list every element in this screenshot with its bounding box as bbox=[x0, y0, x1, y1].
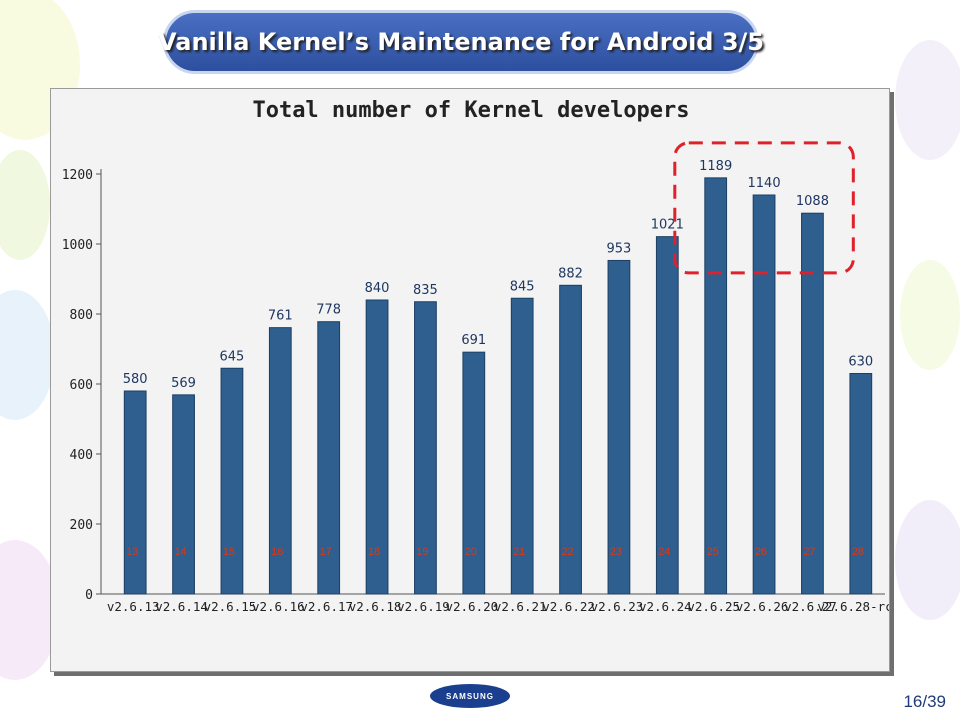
bar-value-label: 580 bbox=[123, 372, 148, 387]
version-number-label: 17 bbox=[320, 546, 332, 558]
slide-title: Vanilla Kernel’s Maintenance for Android… bbox=[158, 28, 764, 56]
version-number-label: 22 bbox=[561, 546, 573, 558]
x-tick-label: v2.6.27 bbox=[784, 599, 837, 614]
highlight-box bbox=[673, 141, 855, 275]
bar-value-label: 569 bbox=[171, 376, 196, 391]
bar-v2.6.28-rc2 bbox=[849, 373, 873, 595]
bar-v2.6.21 bbox=[510, 297, 534, 595]
y-tick-label: 0 bbox=[85, 588, 93, 603]
bar-v2.6.22 bbox=[559, 284, 582, 595]
slide-title-banner: Vanilla Kernel’s Maintenance for Android… bbox=[158, 10, 764, 74]
x-tick-label: v2.6.26 bbox=[736, 599, 789, 614]
y-tick-label: 1000 bbox=[62, 238, 93, 253]
y-tick-label: 1200 bbox=[62, 168, 93, 183]
x-tick-label: v2.6.25 bbox=[687, 599, 740, 614]
bar-value-label: 840 bbox=[365, 281, 390, 296]
bar-value-label: 1088 bbox=[796, 194, 829, 209]
bar-v2.6.13 bbox=[123, 390, 147, 595]
x-tick-label: v2.6.22 bbox=[542, 599, 595, 614]
logo-text: SAMSUNG bbox=[446, 691, 494, 701]
bar-value-label: 1140 bbox=[748, 176, 781, 191]
version-number-label: 18 bbox=[368, 546, 380, 558]
page-number: 16/39 bbox=[903, 692, 946, 711]
bar-value-label: 761 bbox=[268, 309, 293, 324]
bar-chart: Total number of Kernel developers 0 200 40… bbox=[62, 98, 889, 614]
y-tick-label: 800 bbox=[70, 308, 93, 323]
bar-value-label: 645 bbox=[220, 349, 245, 364]
version-number-label: 20 bbox=[465, 546, 477, 558]
decorative-balloon bbox=[895, 40, 960, 160]
version-number-label: 28 bbox=[852, 546, 864, 558]
bar-value-label: 953 bbox=[607, 241, 632, 256]
bar-v2.6.26 bbox=[752, 194, 776, 595]
bar-value-label: 1189 bbox=[699, 159, 732, 174]
bar-value-label: 778 bbox=[316, 303, 341, 318]
x-tick-label: v2.6.14 bbox=[155, 599, 208, 614]
bar-value-label: 691 bbox=[461, 333, 486, 348]
version-number-label: 25 bbox=[707, 546, 719, 558]
decorative-balloon bbox=[895, 500, 960, 620]
bar-value-label: 835 bbox=[413, 283, 438, 298]
version-number-label: 23 bbox=[610, 546, 622, 558]
chart-panel: Total number of Kernel developers 0 200 40… bbox=[50, 88, 890, 672]
bar-v2.6.27 bbox=[801, 212, 824, 595]
samsung-logo: SAMSUNG bbox=[430, 684, 510, 708]
chart-title: Total number of Kernel developers bbox=[252, 98, 689, 123]
decorative-balloon bbox=[900, 260, 960, 370]
version-number-label: 24 bbox=[658, 546, 670, 558]
bar-value-label: 882 bbox=[558, 266, 583, 281]
version-number-label: 19 bbox=[416, 546, 428, 558]
x-tick-label: v2.6.13 bbox=[107, 599, 160, 614]
y-tick-label: 200 bbox=[70, 518, 93, 533]
decorative-balloon bbox=[0, 150, 50, 260]
x-tick-label: v2.6.20 bbox=[445, 599, 498, 614]
bar-v2.6.25 bbox=[704, 177, 728, 595]
bar-v2.6.23 bbox=[607, 259, 631, 595]
x-tick-label: v2.6.28-rc2 bbox=[817, 599, 889, 614]
bar-v2.6.24 bbox=[655, 236, 679, 595]
bar-v2.6.20 bbox=[462, 351, 486, 595]
bar-value-label: 845 bbox=[510, 279, 535, 294]
x-tick-label: v2.6.18 bbox=[349, 599, 402, 614]
x-tick-label: v2.6.17 bbox=[300, 599, 353, 614]
bar-v2.6.14 bbox=[172, 394, 195, 595]
x-tick-label: v2.6.19 bbox=[397, 599, 450, 614]
version-number-label: 14 bbox=[174, 546, 186, 558]
x-tick-label: v2.6.15 bbox=[204, 599, 257, 614]
y-tick-label: 400 bbox=[70, 448, 93, 463]
x-tick-label: v2.6.21 bbox=[494, 599, 547, 614]
x-tick-label: v2.6.23 bbox=[591, 599, 644, 614]
version-number-label: 15 bbox=[223, 546, 235, 558]
bar-value-label: 630 bbox=[848, 355, 873, 370]
bar-v2.6.18 bbox=[365, 299, 389, 595]
x-tick-label: v2.6.16 bbox=[252, 599, 305, 614]
x-tick-label: v2.6.24 bbox=[639, 599, 692, 614]
y-tick-label: 600 bbox=[70, 378, 93, 393]
bar-v2.6.15 bbox=[220, 367, 244, 595]
version-number-label: 16 bbox=[271, 546, 283, 558]
bar-v2.6.17 bbox=[317, 321, 341, 595]
version-number-label: 13 bbox=[126, 546, 138, 558]
version-number-label: 21 bbox=[513, 546, 525, 558]
bar-v2.6.19 bbox=[414, 301, 437, 595]
version-number-label: 26 bbox=[755, 546, 767, 558]
bar-value-label: 1021 bbox=[651, 218, 684, 233]
bar-v2.6.16 bbox=[268, 327, 292, 595]
decorative-balloon bbox=[0, 290, 55, 420]
version-number-label: 27 bbox=[803, 546, 815, 558]
